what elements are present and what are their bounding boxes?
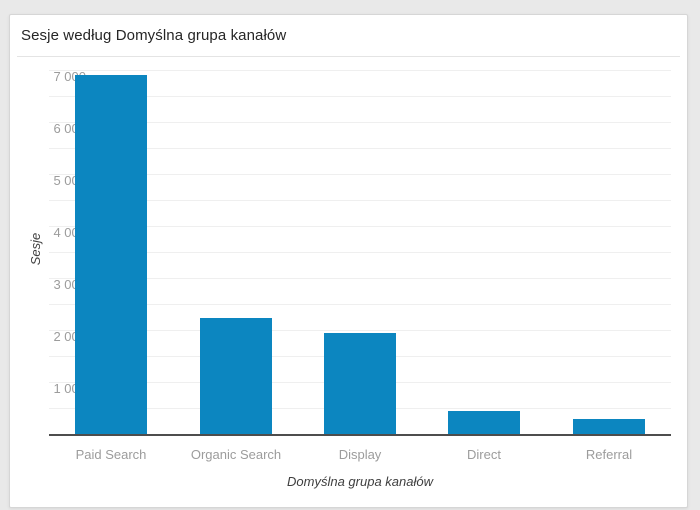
chart-title: Sesje według Domyślna grupa kanałów: [21, 27, 287, 44]
x-tick-label: Direct: [467, 447, 501, 462]
gridline: [49, 330, 671, 331]
gridline: [49, 200, 671, 201]
gridline: [49, 252, 671, 253]
gridline: [49, 226, 671, 227]
bar-direct[interactable]: [448, 411, 520, 434]
gridline: [49, 304, 671, 305]
plot-area: 1 000 2 000 3 000 4 000 5 000 6 000 7 000 Paid …: [49, 70, 671, 489]
gridline: [49, 148, 671, 149]
bar-display[interactable]: [324, 333, 396, 434]
gridline: [49, 278, 671, 279]
y-tick-label: 7 000: [53, 69, 86, 84]
y-tick-label: 6 000: [53, 121, 86, 136]
x-tick-label: Paid Search: [75, 447, 147, 462]
x-axis-title: Domyślna grupa kanałów: [287, 474, 433, 489]
y-tick-label: 5 000: [53, 173, 86, 188]
gridline: [49, 174, 671, 175]
gridline: [49, 96, 671, 97]
y-tick-label: 2 000: [53, 329, 86, 344]
chart-card: Sesje według Domyślna grupa kanałów Sesj…: [9, 14, 688, 508]
gridline: [49, 122, 671, 123]
bar-paid-search[interactable]: [75, 75, 147, 434]
y-tick-label: 1 000: [53, 381, 86, 396]
title-divider: [17, 56, 680, 57]
y-tick-label: 3 000: [53, 277, 86, 292]
x-tick-label: Display: [338, 447, 382, 462]
gridline: [49, 70, 671, 71]
x-tick-label: Organic Search: [190, 447, 282, 462]
bar-referral[interactable]: [573, 419, 645, 434]
bar-organic-search[interactable]: [200, 318, 272, 434]
x-tick-label: Referral: [585, 447, 633, 462]
y-tick-label: 4 000: [53, 225, 86, 240]
